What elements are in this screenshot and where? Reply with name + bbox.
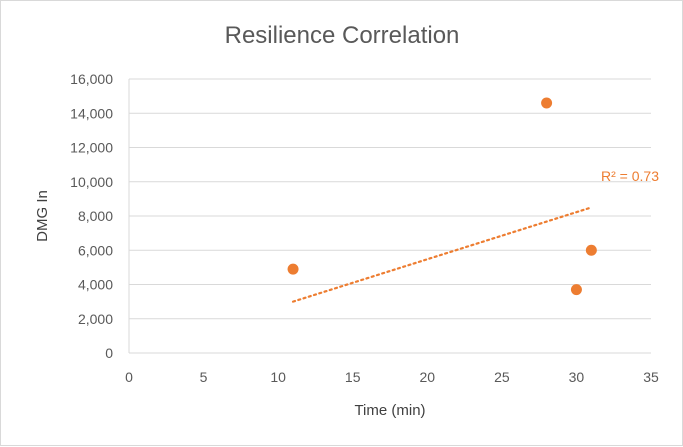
x-tick-label: 0: [125, 369, 133, 385]
y-axis-title: DMG In: [34, 190, 51, 242]
y-tick-label: 2,000: [78, 311, 113, 327]
y-tick-label: 12,000: [70, 140, 113, 156]
x-tick-label: 15: [345, 369, 361, 385]
y-tick-label: 14,000: [70, 105, 113, 121]
y-tick-label: 8,000: [78, 208, 113, 224]
x-tick-label: 5: [200, 369, 208, 385]
x-tick-label: 10: [270, 369, 286, 385]
data-point: [287, 263, 299, 275]
y-tick-label: 16,000: [70, 71, 113, 87]
x-tick-label: 25: [494, 369, 510, 385]
trendline: [291, 206, 593, 303]
data-points: [287, 97, 597, 296]
trendline-group: [291, 206, 593, 303]
y-tick-label: 6,000: [78, 242, 113, 258]
data-point: [570, 284, 582, 296]
x-tick-label: 35: [643, 369, 659, 385]
y-axis-ticks: 0 2,000 4,000 6,000 8,000 10,000 12,000 14,000 1…: [70, 71, 113, 361]
data-point: [541, 97, 553, 109]
r-squared-label: R² = 0.73: [601, 168, 659, 184]
x-tick-label: 30: [569, 369, 585, 385]
gridlines: [128, 78, 651, 354]
y-tick-label: 4,000: [78, 277, 113, 293]
x-tick-label: 20: [419, 369, 435, 385]
y-tick-label: 10,000: [70, 174, 113, 190]
chart-title: Resilience Correlation: [225, 22, 460, 49]
x-axis-ticks: 0 5 10 15 20 25 30 35: [125, 369, 659, 385]
x-axis-title: Time (min): [354, 402, 425, 419]
y-tick-label: 0: [105, 345, 113, 361]
data-point: [585, 244, 597, 256]
